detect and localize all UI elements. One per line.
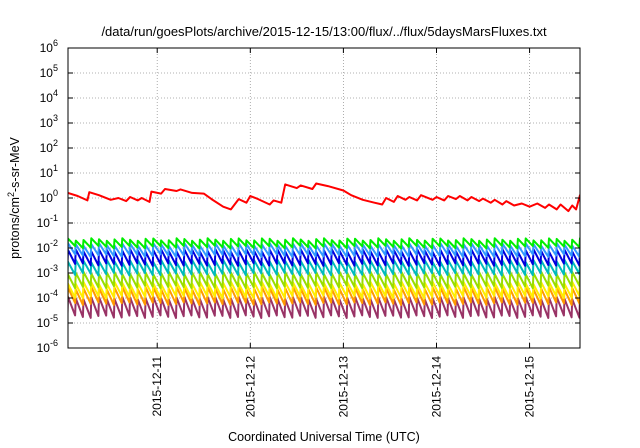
- x-tick-label: 2015-12-14: [429, 356, 443, 418]
- series-line: [68, 295, 580, 319]
- y-axis-label-prefix: protons/cm: [8, 197, 22, 259]
- y-tick-label: 101: [40, 163, 58, 180]
- chart-title: /data/run/goesPlots/archive/2015-12-15/1…: [101, 24, 547, 39]
- y-tick-labels: 10-6 10-5 10-4 10-3 10-2 10-1 100 101 102 103 104 1…: [37, 38, 58, 355]
- series-line: [68, 242, 580, 258]
- y-axis-label: protons/cm2-s-sr-MeV: [6, 136, 22, 258]
- y-tick-label: 10-1: [37, 213, 58, 230]
- y-tick-label: 10-6: [37, 338, 58, 355]
- y-tick-label: 102: [40, 138, 58, 155]
- y-tick-label: 10-3: [37, 263, 58, 280]
- y-tick-label: 104: [40, 88, 58, 105]
- x-tick-label: 2015-12-11: [150, 356, 164, 417]
- y-tick-label: 10-2: [37, 238, 58, 255]
- series-line: [68, 280, 580, 300]
- series-line: [68, 248, 580, 267]
- data-series: [68, 182, 580, 319]
- y-axis-label-superscript: 2: [6, 192, 16, 197]
- tick-marks: [68, 47, 580, 349]
- series-line: [68, 258, 580, 277]
- y-tick-label: 103: [40, 113, 58, 130]
- series-line: [68, 285, 580, 306]
- y-tick-label: 106: [40, 38, 58, 55]
- x-tick-labels: 2015-12-11 2015-12-12 2015-12-13 2015-12-14…: [150, 356, 536, 418]
- y-tick-label: 100: [40, 188, 58, 205]
- y-axis-label-suffix: -s-sr-MeV: [8, 136, 22, 192]
- series-line: [68, 237, 580, 250]
- y-tick-label: 105: [40, 63, 58, 80]
- series-line: [68, 182, 580, 213]
- x-tick-label: 2015-12-15: [523, 356, 537, 418]
- y-tick-label: 10-4: [37, 288, 58, 305]
- x-tick-label: 2015-12-13: [336, 356, 350, 418]
- x-axis-label: Coordinated Universal Time (UTC): [228, 430, 420, 444]
- y-tick-label: 10-5: [37, 313, 58, 330]
- series-line: [68, 270, 580, 290]
- x-tick-label: 2015-12-12: [243, 356, 257, 418]
